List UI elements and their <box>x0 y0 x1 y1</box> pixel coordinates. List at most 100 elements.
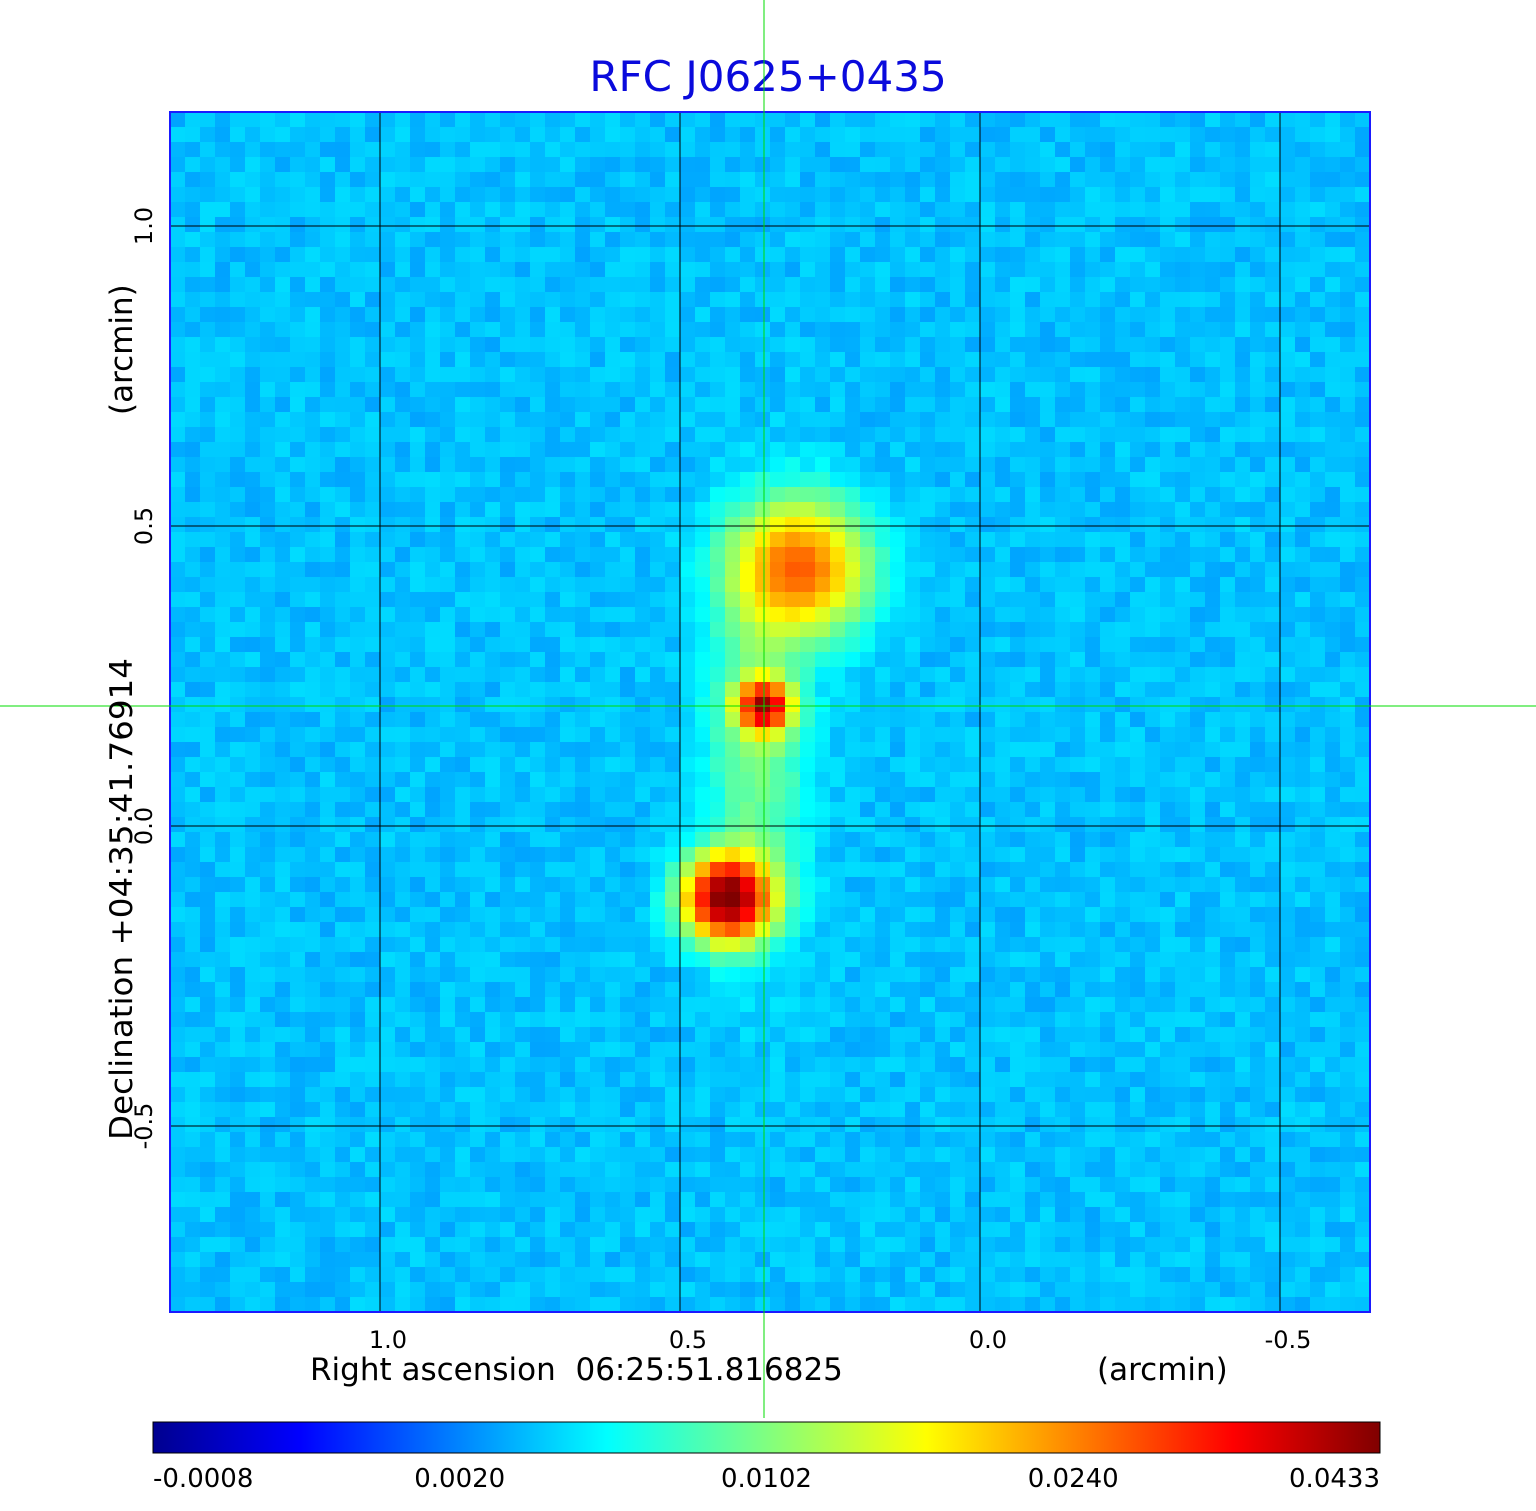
heatmap-cell <box>530 307 546 323</box>
heatmap-cell <box>665 772 681 788</box>
heatmap-cell <box>665 1132 681 1148</box>
heatmap-cell <box>650 472 666 488</box>
heatmap-cell <box>935 232 951 248</box>
heatmap-cell <box>1085 1027 1101 1043</box>
heatmap-cell <box>350 847 366 863</box>
heatmap-cell <box>185 382 201 398</box>
heatmap-cell <box>545 1147 561 1163</box>
heatmap-cell <box>905 877 921 893</box>
heatmap-cell <box>725 172 741 188</box>
heatmap-cell <box>380 742 396 758</box>
heatmap-cell <box>170 472 186 488</box>
heatmap-cell <box>935 1102 951 1118</box>
heatmap-cell <box>860 697 876 713</box>
heatmap-cell <box>575 847 591 863</box>
heatmap-cell <box>755 1132 771 1148</box>
heatmap-cell <box>215 712 231 728</box>
heatmap-cell <box>695 1267 711 1283</box>
heatmap-cell <box>890 1237 906 1253</box>
heatmap-cell <box>290 1222 306 1238</box>
heatmap-cell <box>680 907 696 923</box>
heatmap-cell <box>350 862 366 878</box>
heatmap-cell <box>335 757 351 773</box>
heatmap-cell <box>995 277 1011 293</box>
heatmap-cell <box>1070 877 1086 893</box>
heatmap-cell <box>665 517 681 533</box>
heatmap-cell <box>695 952 711 968</box>
heatmap-cell <box>1100 322 1116 338</box>
heatmap-cell <box>740 877 756 893</box>
heatmap-cell <box>770 787 786 803</box>
heatmap-cell <box>725 682 741 698</box>
heatmap-cell <box>950 727 966 743</box>
heatmap-cell <box>245 292 261 308</box>
heatmap-cell <box>755 127 771 143</box>
heatmap-cell <box>1070 337 1086 353</box>
heatmap-cell <box>995 247 1011 263</box>
heatmap-cell <box>650 697 666 713</box>
heatmap-cell <box>305 517 321 533</box>
heatmap-cell <box>395 592 411 608</box>
heatmap-cell <box>740 1102 756 1118</box>
heatmap-cell <box>725 1012 741 1028</box>
heatmap-cell <box>890 337 906 353</box>
heatmap-cell <box>830 727 846 743</box>
heatmap-cell <box>875 532 891 548</box>
heatmap-cell <box>875 562 891 578</box>
heatmap-cell <box>575 697 591 713</box>
heatmap-cell <box>365 232 381 248</box>
heatmap-cell <box>1100 112 1116 128</box>
heatmap-cell <box>335 727 351 743</box>
heatmap-cell <box>395 1132 411 1148</box>
heatmap-cell <box>485 997 501 1013</box>
heatmap-cell <box>245 262 261 278</box>
heatmap-cell <box>995 1117 1011 1133</box>
heatmap-cell <box>935 952 951 968</box>
heatmap-cell <box>200 997 216 1013</box>
heatmap-cell <box>440 1252 456 1268</box>
heatmap-cell <box>320 307 336 323</box>
heatmap-cell <box>635 472 651 488</box>
heatmap-cell <box>845 1207 861 1223</box>
heatmap-cell <box>500 562 516 578</box>
heatmap-cell <box>665 1162 681 1178</box>
heatmap-cell <box>665 127 681 143</box>
heatmap-cell <box>215 697 231 713</box>
heatmap-cell <box>410 247 426 263</box>
heatmap-cell <box>1085 757 1101 773</box>
heatmap-cell <box>980 1162 996 1178</box>
heatmap-cell <box>230 1087 246 1103</box>
heatmap-cell <box>590 1297 606 1313</box>
heatmap-cell <box>440 382 456 398</box>
heatmap-cell <box>575 427 591 443</box>
heatmap-cell <box>290 1267 306 1283</box>
heatmap-cell <box>1040 577 1056 593</box>
heatmap-cell <box>1010 142 1026 158</box>
heatmap-cell <box>455 382 471 398</box>
heatmap-cell <box>920 847 936 863</box>
heatmap-cell <box>365 427 381 443</box>
heatmap-cell <box>665 622 681 638</box>
heatmap-cell <box>875 622 891 638</box>
heatmap-cell <box>185 682 201 698</box>
heatmap-cell <box>695 532 711 548</box>
heatmap-cell <box>380 277 396 293</box>
heatmap-cell <box>770 637 786 653</box>
heatmap-cell <box>695 157 711 173</box>
heatmap-cell <box>860 1252 876 1268</box>
heatmap-cell <box>965 577 981 593</box>
heatmap-cell <box>230 952 246 968</box>
heatmap-cell <box>455 772 471 788</box>
heatmap-cell <box>1070 787 1086 803</box>
heatmap-cell <box>635 1027 651 1043</box>
heatmap-cell <box>545 1267 561 1283</box>
heatmap-cell <box>185 637 201 653</box>
heatmap-cell <box>260 1087 276 1103</box>
heatmap-cell <box>740 772 756 788</box>
heatmap-cell <box>200 817 216 833</box>
heatmap-cell <box>470 1102 486 1118</box>
heatmap-cell <box>695 1012 711 1028</box>
heatmap-cell <box>305 1147 321 1163</box>
heatmap-cell <box>890 622 906 638</box>
heatmap-cell <box>980 457 996 473</box>
